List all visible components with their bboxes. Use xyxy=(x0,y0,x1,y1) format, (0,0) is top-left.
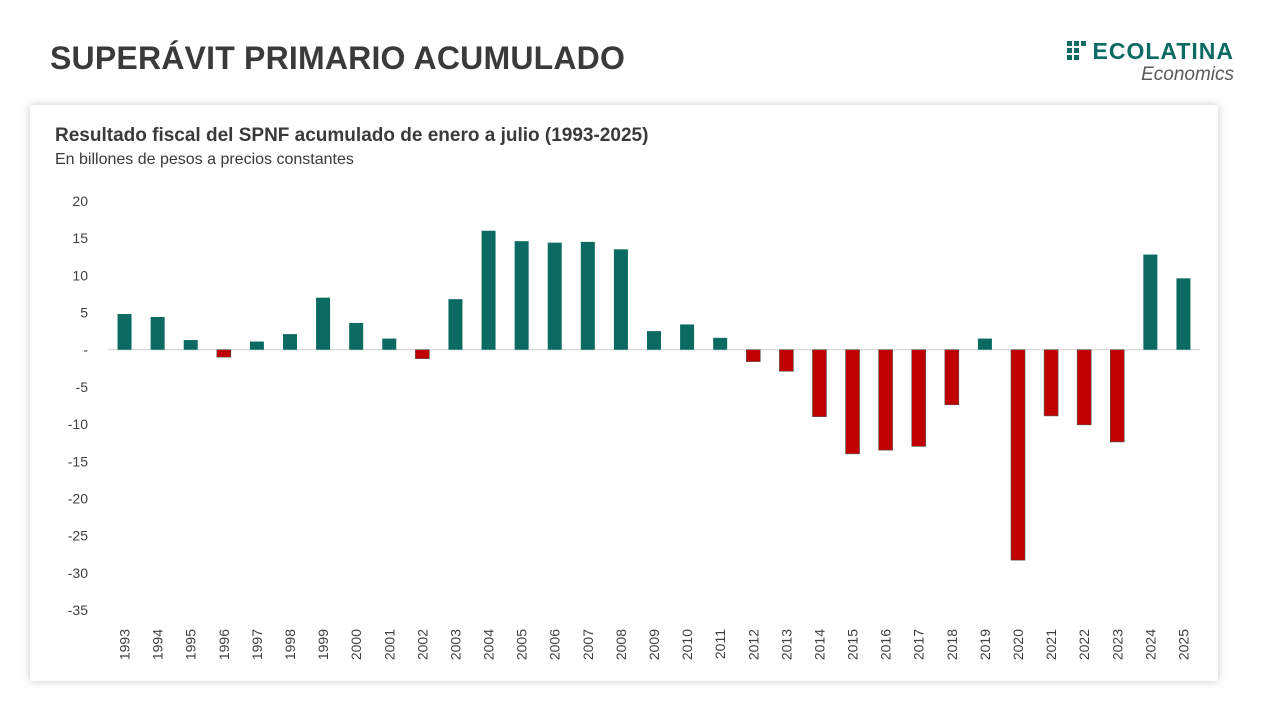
x-tick-label: 2020 xyxy=(1010,629,1026,660)
x-tick-label: 2015 xyxy=(845,629,861,660)
bar-1999 xyxy=(316,297,331,350)
y-tick-label: -20 xyxy=(68,490,88,506)
bar-2006 xyxy=(547,242,562,350)
y-tick-label: 5 xyxy=(80,305,88,321)
x-tick-label: 1999 xyxy=(315,629,331,660)
x-tick-label: 2009 xyxy=(646,629,662,660)
x-tick-label: 2024 xyxy=(1142,629,1158,660)
y-tick-label: -10 xyxy=(68,416,88,432)
x-tick-label: 2006 xyxy=(547,629,563,660)
y-tick-label: -15 xyxy=(68,453,88,469)
page-title: SUPERÁVIT PRIMARIO ACUMULADO xyxy=(50,40,626,76)
bar-2011 xyxy=(713,337,728,350)
x-tick-label: 2001 xyxy=(381,629,397,660)
bar-2008 xyxy=(613,249,628,350)
x-tick-label: 2013 xyxy=(778,629,794,660)
bar-2017 xyxy=(911,349,927,447)
bar-2010 xyxy=(680,324,695,350)
x-tick-label: 2008 xyxy=(613,629,629,660)
y-tick-label: -30 xyxy=(68,565,88,581)
bar-1993 xyxy=(117,314,132,350)
x-tick-label: 2002 xyxy=(414,629,430,660)
bar-2023 xyxy=(1109,349,1125,443)
bar-1997 xyxy=(249,341,264,350)
bar-2001 xyxy=(382,338,397,350)
chart-title: Resultado fiscal del SPNF acumulado de e… xyxy=(55,125,649,146)
y-tick-label: 15 xyxy=(72,230,88,246)
bar-1994 xyxy=(150,317,165,350)
x-tick-label: 2022 xyxy=(1076,629,1092,660)
logo-subtitle: Economics xyxy=(1141,64,1234,85)
bar-2014 xyxy=(812,349,827,417)
bar-1995 xyxy=(183,340,198,350)
bar-1996 xyxy=(216,349,232,358)
bar-2021 xyxy=(1043,349,1059,417)
x-tick-label: 2014 xyxy=(811,629,827,660)
x-tick-label: 1995 xyxy=(183,629,199,660)
bar-2005 xyxy=(514,241,529,350)
x-tick-label: 2016 xyxy=(878,629,894,660)
bar-2013 xyxy=(779,349,794,372)
x-tick-label: 1993 xyxy=(117,629,133,660)
x-tick-label: 2011 xyxy=(712,629,728,659)
bar-2012 xyxy=(745,349,761,362)
x-tick-label: 2017 xyxy=(911,629,927,660)
bar-2009 xyxy=(647,331,661,350)
bar-2007 xyxy=(580,241,595,350)
x-tick-label: 2007 xyxy=(580,629,596,660)
bar-2024 xyxy=(1143,254,1158,350)
y-tick-label: -5 xyxy=(76,379,89,395)
bar-1998 xyxy=(283,334,297,350)
bar-2003 xyxy=(448,299,463,350)
x-tick-label: 2000 xyxy=(348,629,364,660)
bar-2025 xyxy=(1176,278,1191,350)
bar-2022 xyxy=(1076,349,1092,426)
y-tick-label: 20 xyxy=(72,193,88,209)
chart-subtitle: En billones de pesos a precios constante… xyxy=(55,151,354,168)
x-tick-label: 1994 xyxy=(150,629,166,660)
y-tick-label: -35 xyxy=(68,602,88,618)
y-tick-label: 10 xyxy=(72,267,88,283)
y-tick-label: - xyxy=(83,342,88,358)
x-tick-label: 2019 xyxy=(977,629,993,660)
logo-grid-icon xyxy=(1066,41,1086,60)
x-tick-label: 2010 xyxy=(679,629,695,660)
x-tick-label: 2004 xyxy=(481,629,497,660)
chart-card: Resultado fiscal del SPNF acumulado de e… xyxy=(30,105,1218,681)
x-tick-label: 1996 xyxy=(216,629,232,660)
x-tick-label: 2003 xyxy=(447,629,463,660)
x-tick-label: 2025 xyxy=(1175,629,1191,660)
bar-2020 xyxy=(1010,349,1026,561)
x-tick-label: 2005 xyxy=(514,629,530,660)
bar-2016 xyxy=(878,349,893,451)
bar-2018 xyxy=(944,349,960,406)
x-tick-label: 1998 xyxy=(282,629,298,660)
x-tick-label: 2012 xyxy=(745,629,761,660)
x-tick-label: 1997 xyxy=(249,629,265,660)
x-tick-label: 2021 xyxy=(1043,629,1059,660)
bar-2015 xyxy=(845,349,860,455)
bar-2004 xyxy=(481,230,496,350)
logo-name: ECOLATINA xyxy=(1092,38,1234,64)
logo: ECOLATINA Economics xyxy=(1066,38,1234,86)
bar-2002 xyxy=(415,349,430,359)
x-tick-label: 2023 xyxy=(1109,629,1125,660)
x-tick-label: 2018 xyxy=(944,629,960,660)
y-tick-label: -25 xyxy=(68,528,88,544)
bar-2019 xyxy=(977,338,992,350)
bar-2000 xyxy=(349,322,364,350)
